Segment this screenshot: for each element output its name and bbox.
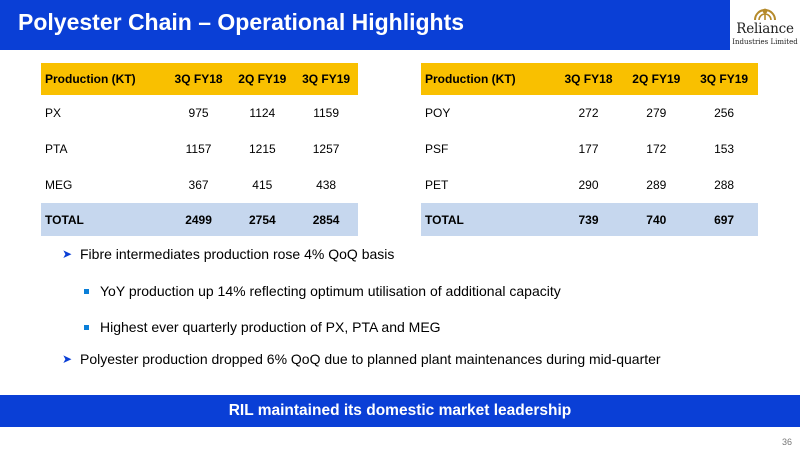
table-row: POY 272 279 256 xyxy=(421,95,758,131)
table-cell: 290 xyxy=(578,178,599,192)
square-bullet-icon xyxy=(84,289,89,294)
table-cell: 740 xyxy=(622,203,691,236)
row-label: MEG xyxy=(45,178,73,192)
table-cell: 153 xyxy=(714,142,735,156)
column-header: 3Q FY18 xyxy=(166,63,231,95)
table-cell: 975 xyxy=(188,106,209,120)
table-total-row: TOTAL 739 740 697 xyxy=(421,203,758,236)
column-header: 3Q FY19 xyxy=(690,63,758,95)
logo-subtitle: Industries Limited xyxy=(732,38,798,46)
row-label: PSF xyxy=(425,142,449,156)
row-label: POY xyxy=(425,106,451,120)
page-number: 36 xyxy=(781,437,792,447)
table-cell: 256 xyxy=(714,106,735,120)
row-label: PX xyxy=(45,106,62,120)
table-cell: 1257 xyxy=(312,142,340,156)
column-header: 3Q FY19 xyxy=(294,63,358,95)
column-header: 3Q FY18 xyxy=(554,63,623,95)
company-logo: Reliance Industries Limited xyxy=(730,0,800,55)
slide-title: Polyester Chain – Operational Highlights xyxy=(18,9,465,35)
summary-banner: RIL maintained its domestic market leade… xyxy=(0,395,800,427)
table-cell: 697 xyxy=(690,203,758,236)
table-cell: 1124 xyxy=(249,106,276,120)
table-cell: 289 xyxy=(646,178,667,192)
fibre-intermediates-table: Production (KT) 3Q FY18 2Q FY19 3Q FY19 … xyxy=(41,63,358,236)
table-cell: 272 xyxy=(578,106,599,120)
table-cell: 1157 xyxy=(185,142,212,156)
table-cell: 172 xyxy=(646,142,667,156)
table-cell: 279 xyxy=(646,106,667,120)
sub-bullet-text: YoY production up 14% reflecting optimum… xyxy=(100,283,561,299)
sub-bullet-text: Highest ever quarterly production of PX,… xyxy=(100,319,441,335)
column-header: 2Q FY19 xyxy=(622,63,691,95)
table-row: PX 975 1124 1159 xyxy=(41,95,358,131)
column-header: 2Q FY19 xyxy=(230,63,295,95)
table-row: MEG 367 415 438 xyxy=(41,167,358,203)
row-label: TOTAL xyxy=(421,203,555,236)
table-cell: 288 xyxy=(714,178,735,192)
column-header: Production (KT) xyxy=(41,63,167,95)
table-cell: 739 xyxy=(554,203,623,236)
polyester-table: Production (KT) 3Q FY18 2Q FY19 3Q FY19 … xyxy=(421,63,758,236)
row-label: PTA xyxy=(45,142,68,156)
title-bar: Polyester Chain – Operational Highlights xyxy=(0,0,730,50)
table-header-row: Production (KT) 3Q FY18 2Q FY19 3Q FY19 xyxy=(41,63,358,95)
reliance-emblem-icon xyxy=(754,8,776,21)
arrow-bullet-icon: ➤ xyxy=(62,247,73,261)
bullet-text: Fibre intermediates production rose 4% Q… xyxy=(80,246,395,262)
column-header: Production (KT) xyxy=(421,63,555,95)
table-cell: 2499 xyxy=(166,203,231,236)
table-cell: 415 xyxy=(252,178,273,192)
table-row: PET 290 289 288 xyxy=(421,167,758,203)
table-cell: 1215 xyxy=(248,142,276,156)
table-cell: 2754 xyxy=(230,203,295,236)
square-bullet-icon xyxy=(84,325,89,330)
table-header-row: Production (KT) 3Q FY18 2Q FY19 3Q FY19 xyxy=(421,63,758,95)
row-label: PET xyxy=(425,178,449,192)
row-label: TOTAL xyxy=(41,203,167,236)
bullet-text: Polyester production dropped 6% QoQ due … xyxy=(80,351,661,367)
table-cell: 1159 xyxy=(313,106,339,120)
logo-name: Reliance xyxy=(736,21,794,37)
table-row: PSF 177 172 153 xyxy=(421,131,758,167)
table-row: PTA 1157 1215 1257 xyxy=(41,131,358,167)
arrow-bullet-icon: ➤ xyxy=(62,352,73,366)
table-cell: 2854 xyxy=(294,203,358,236)
table-cell: 177 xyxy=(578,142,599,156)
table-cell: 438 xyxy=(316,178,337,192)
table-total-row: TOTAL 2499 2754 2854 xyxy=(41,203,358,236)
table-cell: 367 xyxy=(188,178,209,192)
